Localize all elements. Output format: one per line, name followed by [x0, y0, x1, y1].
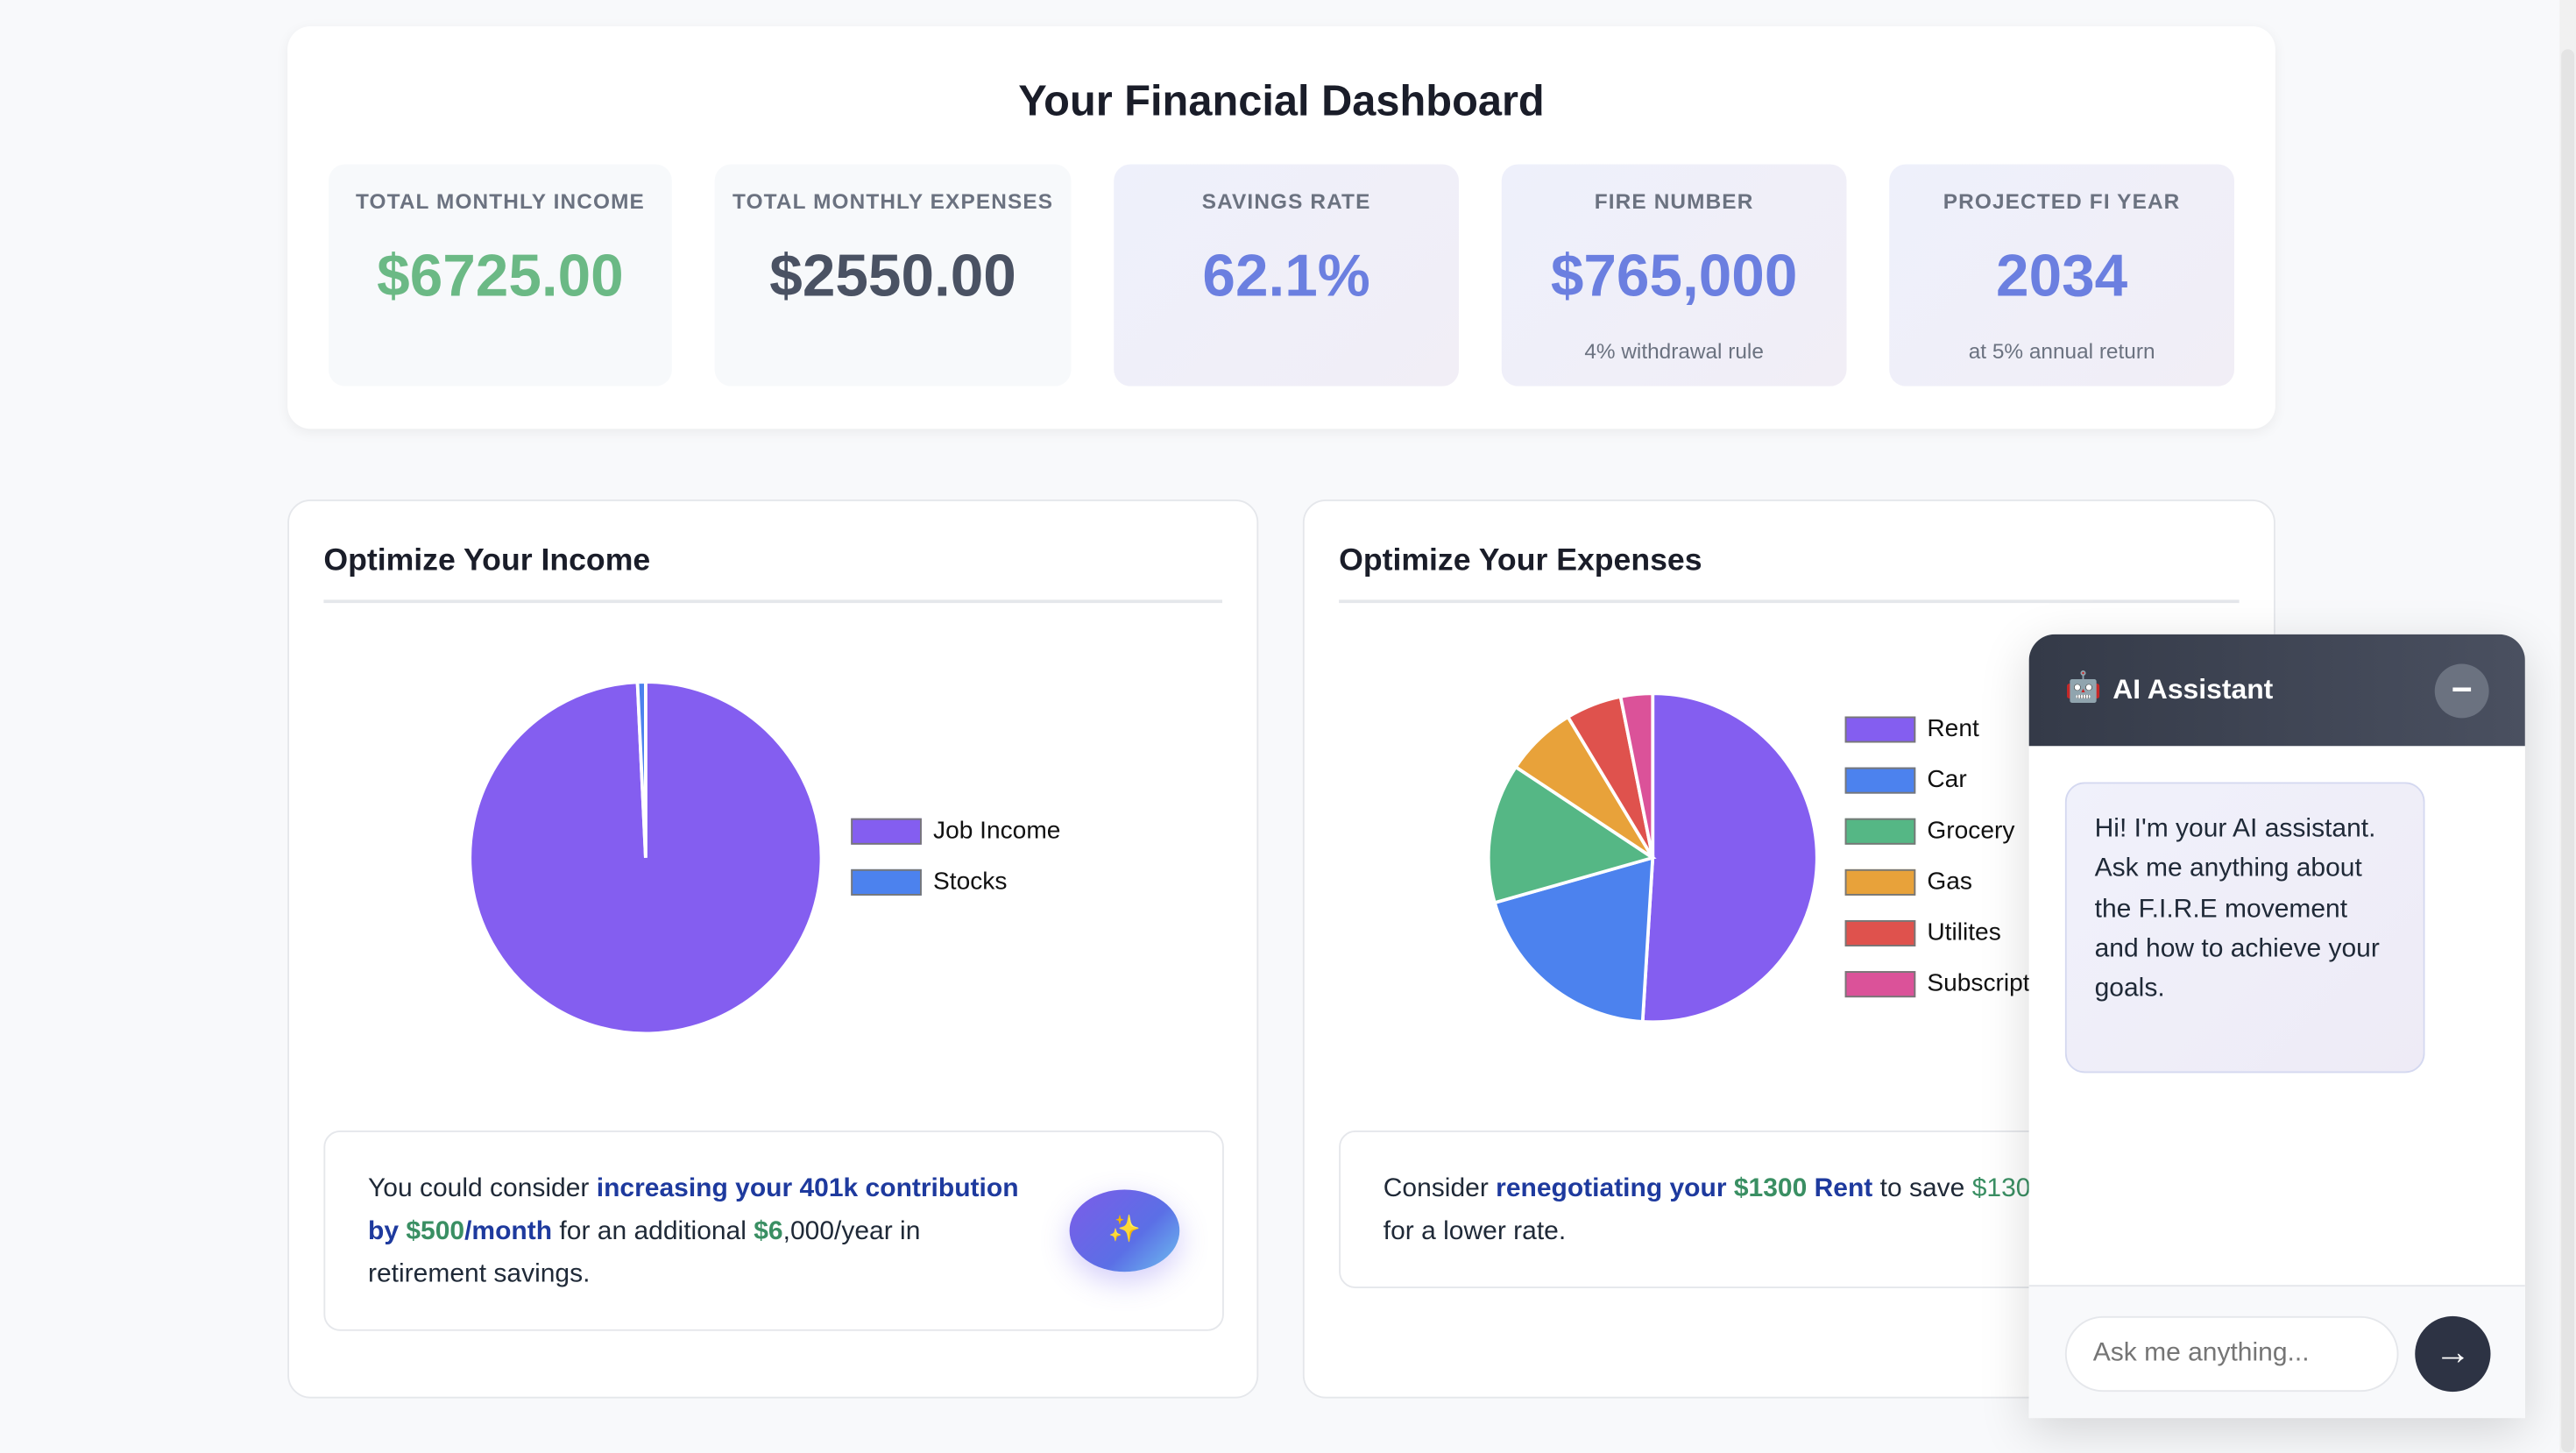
stat-fire-number: FIRE NUMBER $765,000 4% withdrawal rule — [1501, 164, 1847, 386]
sparkles-icon: ✨ — [1108, 1216, 1142, 1244]
legend-label: Gas — [1927, 868, 1972, 896]
stat-value: 62.1% — [1202, 241, 1370, 309]
divider — [1339, 599, 2240, 604]
legend-swatch — [851, 868, 922, 896]
legend-swatch — [851, 818, 922, 845]
legend-swatch — [1844, 767, 1916, 794]
tip-amount: $130 — [1971, 1174, 2031, 1203]
tip-amount: $6 — [754, 1217, 783, 1246]
legend-label: Car — [1927, 765, 1967, 794]
legend-swatch — [1844, 971, 1916, 998]
pie-slice-stocks[interactable] — [635, 680, 648, 858]
divider — [323, 599, 1222, 604]
chat-header: 🤖 AI Assistant − — [2028, 634, 2525, 747]
page-title: Your Financial Dashboard — [1018, 75, 1545, 125]
tip-text: ,000/year in retirement savings. — [368, 1217, 921, 1288]
stat-label: SAVINGS RATE — [1201, 188, 1371, 214]
legend-label: Utilites — [1927, 918, 2001, 946]
stat-label: FIRE NUMBER — [1594, 188, 1754, 214]
stat-label: TOTAL MONTHLY INCOME — [355, 188, 645, 214]
tip-text: Consider — [1383, 1174, 1497, 1203]
stat-sub: at 5% annual return — [1968, 338, 2155, 364]
tip-amount: $1300 — [1733, 1174, 1808, 1203]
stat-label: TOTAL MONTHLY EXPENSES — [732, 188, 1054, 214]
legend-swatch — [1844, 920, 1916, 946]
legend-label: Job Income — [933, 816, 1061, 845]
summary-card: Your Financial Dashboard TOTAL MONTHLY I… — [287, 26, 2275, 429]
tip-text: You could consider — [368, 1174, 597, 1203]
legend-label: Grocery — [1927, 816, 2015, 845]
stat-income: TOTAL MONTHLY INCOME $6725.00 — [329, 164, 672, 386]
legend-swatch — [1844, 716, 1916, 743]
pie-slice-subscriptions[interactable] — [1618, 691, 1655, 859]
stat-value: 2034 — [1996, 241, 2128, 309]
legend-swatch — [1844, 868, 1916, 896]
chat-footer: → — [2028, 1285, 2525, 1419]
tip-highlight: Rent — [1807, 1174, 1873, 1203]
income-panel: Optimize Your Income Job Income Stocks Yo… — [287, 500, 1259, 1399]
tip-highlight: renegotiating your — [1496, 1174, 1734, 1203]
legend-label: Stocks — [933, 868, 1008, 896]
chat-title: AI Assistant — [2112, 673, 2274, 705]
minimize-button[interactable]: − — [2434, 663, 2489, 719]
expenses-pie-chart — [1486, 691, 1819, 1024]
tip-amount: $500 — [406, 1217, 465, 1246]
chat-input[interactable] — [2064, 1315, 2399, 1393]
stat-sub: 4% withdrawal rule — [1584, 338, 1764, 364]
tip-text: for an additional — [552, 1217, 754, 1246]
stat-fi-year: PROJECTED FI YEAR 2034 at 5% annual retu… — [1889, 164, 2234, 386]
stat-value: $765,000 — [1550, 241, 1798, 309]
stat-value: $6725.00 — [377, 241, 624, 309]
stat-savings-rate: SAVINGS RATE 62.1% — [1114, 164, 1459, 386]
income-tip: You could consider increasing your 401k … — [323, 1131, 1224, 1331]
send-button[interactable]: → — [2415, 1315, 2491, 1393]
tip-highlight: /month — [464, 1217, 553, 1246]
stat-expenses: TOTAL MONTHLY EXPENSES $2550.00 — [714, 164, 1072, 386]
pie-slice-rent[interactable] — [1640, 691, 1819, 1024]
income-heading: Optimize Your Income — [323, 543, 651, 578]
scrollbar-thumb[interactable] — [2561, 49, 2575, 1453]
pie-slice-grocery[interactable] — [1486, 764, 1657, 905]
assistant-message: Hi! I'm your AI assistant. Ask me anythi… — [2064, 782, 2425, 1074]
ai-suggest-button[interactable]: ✨ — [1069, 1189, 1180, 1272]
scrollbar[interactable] — [2559, 0, 2576, 1453]
income-pie-chart — [468, 680, 824, 1036]
tip-text: to save — [1872, 1174, 1972, 1203]
pie-slice-car[interactable] — [1492, 855, 1655, 1024]
tip-highlight: increasing your 401k contribution by — [368, 1174, 1019, 1246]
arrow-right-icon: → — [2434, 1330, 2471, 1372]
legend-swatch — [1844, 818, 1916, 845]
robot-icon: 🤖 — [2064, 670, 2102, 704]
stat-value: $2550.00 — [769, 241, 1016, 309]
stat-label: PROJECTED FI YEAR — [1943, 188, 2181, 214]
ai-assistant-panel: 🤖 AI Assistant − Hi! I'm your AI assista… — [2028, 634, 2525, 1419]
legend-label: Rent — [1927, 714, 1979, 743]
expenses-heading: Optimize Your Expenses — [1339, 543, 1702, 578]
